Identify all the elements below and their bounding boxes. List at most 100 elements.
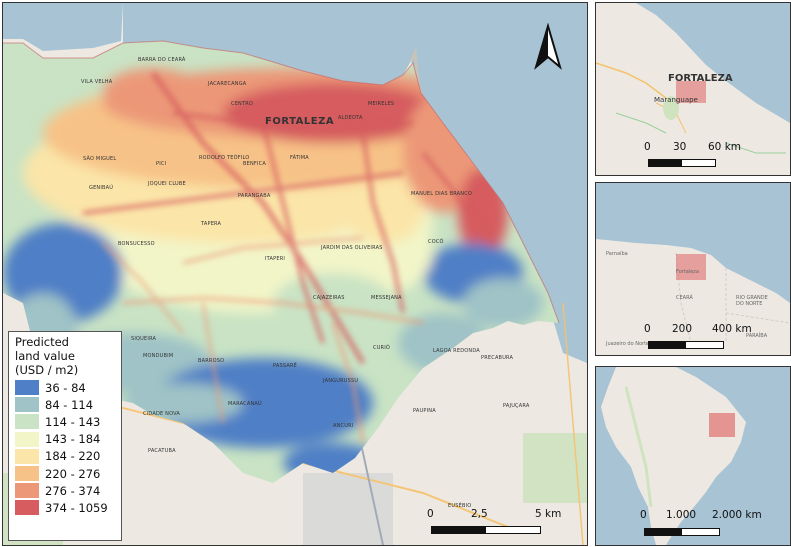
neighborhood-label: PRECABURA xyxy=(481,355,514,361)
scalebar-tick: 400 km xyxy=(712,323,752,335)
legend-title: Predicted land value (USD / m2) xyxy=(9,332,121,379)
legend-swatch xyxy=(15,483,39,499)
legend-swatch xyxy=(15,500,39,516)
main-scalebar: 0 2,5 5 km xyxy=(427,508,561,538)
inset-label: CEARÁ xyxy=(676,295,693,301)
neighborhood-label: PACATUBA xyxy=(148,448,176,454)
land-value-surface xyxy=(3,41,559,483)
neighborhood-label: PICI xyxy=(156,161,167,167)
legend-label: 114 - 143 xyxy=(45,414,101,429)
neighborhood-label: CIDADE NOVA xyxy=(143,411,181,417)
legend-label: 184 - 220 xyxy=(45,449,101,464)
neighborhood-label: MARACANAÚ xyxy=(228,401,262,407)
neighborhood-label: PAJUÇARA xyxy=(503,403,530,409)
inset-map-state[interactable]: Parnaíba Fortaleza CEARÁ RIO GRANDE DO N… xyxy=(595,182,791,356)
main-map-canvas xyxy=(3,3,587,545)
scalebar-bar xyxy=(648,341,724,349)
inset-label: FORTALEZA xyxy=(668,73,733,84)
scalebar-tick: 0 xyxy=(640,509,647,521)
legend-swatch xyxy=(15,380,39,396)
legend-item: 220 - 276 xyxy=(9,465,121,482)
legend-item: 84 - 114 xyxy=(9,396,121,413)
legend-swatch xyxy=(15,414,39,430)
legend-item: 114 - 143 xyxy=(9,413,121,430)
neighborhood-label: CURIÓ xyxy=(373,345,391,351)
inset-3-scalebar: 0 1.000 2.000 km xyxy=(640,509,790,541)
legend: Predicted land value (USD / m2) 36 - 84 8… xyxy=(8,331,122,541)
extent-rectangle xyxy=(676,81,706,103)
neighborhood-label: MANUEL DIAS BRANCO xyxy=(411,191,473,197)
ocean-west xyxy=(3,3,123,51)
inset-1-canvas xyxy=(596,3,790,175)
neighborhood-label: SÃO MIGUEL xyxy=(83,156,117,162)
inset-2-canvas xyxy=(596,183,790,355)
neighborhood-label: COCÓ xyxy=(428,239,444,245)
scalebar-tick: 1.000 xyxy=(666,509,697,521)
neighborhood-label: PAUPINA xyxy=(413,408,436,414)
legend-item: 36 - 84 xyxy=(9,379,121,396)
legend-label: 143 - 184 xyxy=(45,432,101,447)
neighborhood-label: FÁTIMA xyxy=(290,155,309,161)
neighborhood-label: BONSUCESSO xyxy=(118,241,155,247)
neighborhood-label: VILA VELHA xyxy=(81,79,113,85)
neighborhood-label: BARROSO xyxy=(198,358,225,364)
neighborhood-label: JOQUEI CLUBE xyxy=(148,181,186,187)
neighborhood-label: MONDUBIM xyxy=(143,353,174,359)
legend-label: 276 - 374 xyxy=(45,483,101,498)
neighborhood-label: RODOLFO TEÓFILO xyxy=(199,155,250,161)
neighborhood-label: BENFICA xyxy=(243,161,266,167)
neighborhood-label: MEIRELES xyxy=(368,101,395,107)
inset-label: Maranguape xyxy=(654,96,698,104)
neighborhood-label: PARANGABA xyxy=(238,193,271,199)
neighborhood-label: CENTRO xyxy=(231,101,254,107)
extent-rectangle xyxy=(709,413,735,437)
scalebar-bar xyxy=(648,159,716,167)
neighborhood-label: SIQUEIRA xyxy=(131,336,157,342)
scalebar-tick: 200 xyxy=(672,323,693,335)
north-arrow-icon xyxy=(534,23,562,70)
legend-item: 276 - 374 xyxy=(9,482,121,499)
legend-swatch xyxy=(15,448,39,464)
neighborhood-label: PASSARÉ xyxy=(273,363,298,369)
main-map[interactable]: FORTALEZA BARRA DO CEARÁ VILA VELHA JACA… xyxy=(2,2,588,546)
inset-2-scalebar: 0 200 400 km xyxy=(644,323,784,353)
legend-item: 184 - 220 xyxy=(9,448,121,465)
legend-title-line: (USD / m2) xyxy=(15,363,79,377)
legend-swatch xyxy=(15,431,39,447)
inset-label: RIO GRANDE DO NORTE xyxy=(736,295,768,307)
scalebar-bar xyxy=(431,526,541,534)
neighborhood-label: CAJAZEIRAS xyxy=(313,295,345,301)
legend-title-line: land value xyxy=(15,349,75,363)
neighborhood-label: ALDEOTA xyxy=(338,115,363,121)
scalebar-tick: 2.000 km xyxy=(712,509,762,521)
scalebar-tick: 0 xyxy=(644,323,651,335)
scalebar-tick: 5 km xyxy=(535,508,562,520)
legend-label: 374 - 1059 xyxy=(45,500,108,515)
neighborhood-label: TAPERA xyxy=(201,221,222,227)
inset-label: Fortaleza xyxy=(676,269,699,275)
inset-3-canvas xyxy=(596,367,790,545)
legend-swatch xyxy=(15,397,39,413)
legend-swatch xyxy=(15,466,39,482)
neighborhood-label: ITAPERI xyxy=(265,256,286,262)
scalebar-tick: 2,5 xyxy=(471,508,488,520)
south-america xyxy=(601,367,746,545)
inset-map-regional[interactable]: FORTALEZA Maranguape 0 30 60 km xyxy=(595,2,791,176)
neighborhood-label: EUSÉBIO xyxy=(448,503,472,509)
neighborhood-label: JARDIM DAS OLIVEIRAS xyxy=(321,245,383,251)
scalebar-tick: 30 xyxy=(673,141,687,153)
neighborhood-label: BARRA DO CEARÁ xyxy=(138,57,186,63)
scalebar-bar xyxy=(644,528,720,536)
neighborhood-label: JACARECANGA xyxy=(208,81,247,87)
neighborhood-label: ANCURI xyxy=(333,423,354,429)
neighborhood-label: JANGURUSSU xyxy=(323,378,359,384)
inset-map-continent[interactable]: 0 1.000 2.000 km xyxy=(595,366,791,546)
scalebar-tick: 60 km xyxy=(708,141,742,153)
city-label: FORTALEZA xyxy=(265,116,335,127)
neighborhood-label: GENIBAÚ xyxy=(89,185,114,191)
legend-item: 143 - 184 xyxy=(9,431,121,448)
scalebar-tick: 0 xyxy=(644,141,651,153)
legend-label: 84 - 114 xyxy=(45,397,94,412)
extent-rectangle xyxy=(676,254,706,280)
scalebar-tick: 0 xyxy=(427,508,434,520)
